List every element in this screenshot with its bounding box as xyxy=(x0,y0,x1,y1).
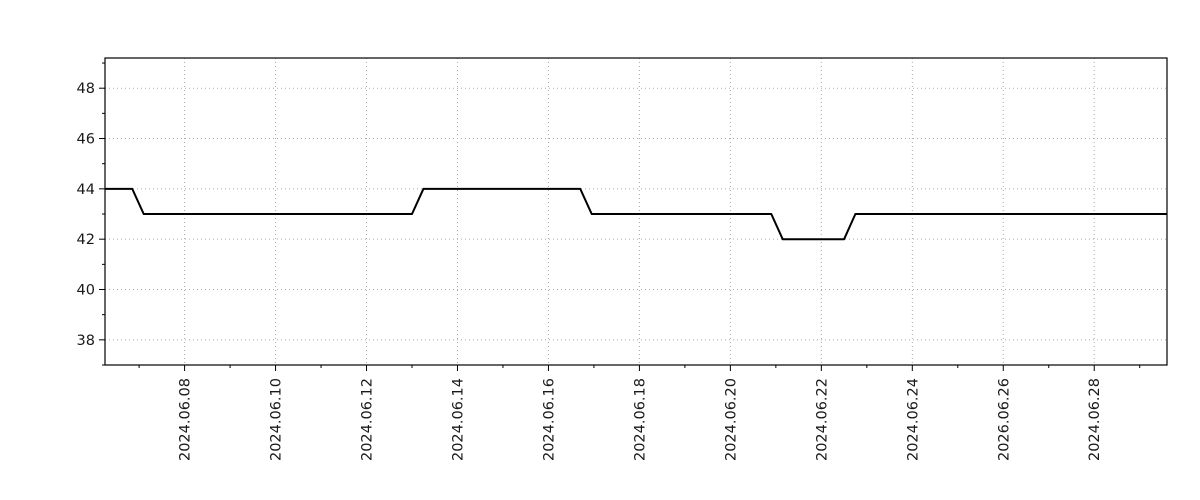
x-tick-label: 2024.06.14 xyxy=(450,378,466,461)
y-tick-label: 40 xyxy=(77,283,95,299)
x-tick-label: 2024.06.08 xyxy=(178,378,194,461)
y-tick-label: 42 xyxy=(77,232,95,248)
plot-frame xyxy=(104,57,1168,366)
x-tick-label: 2024.06.20 xyxy=(723,378,739,461)
x-tick-label: 2024.06.28 xyxy=(1087,378,1103,461)
x-tick-label: 2026.06.26 xyxy=(996,378,1012,461)
series-line-instances xyxy=(105,187,1167,241)
y-tick-label: 44 xyxy=(77,182,95,198)
x-tick-label: 2024.06.22 xyxy=(814,378,830,461)
x-tick-label: 2024.06.18 xyxy=(632,378,648,461)
y-tick-label: 48 xyxy=(77,81,95,97)
x-tick-label: 2024.06.10 xyxy=(269,378,285,461)
x-tick-label: 2024.06.12 xyxy=(360,378,376,461)
x-tick-label: 2024.06.16 xyxy=(541,378,557,461)
y-tick-label: 38 xyxy=(77,333,95,349)
x-tick-label: 2024.06.24 xyxy=(905,378,921,461)
y-tick-label: 46 xyxy=(77,132,95,148)
